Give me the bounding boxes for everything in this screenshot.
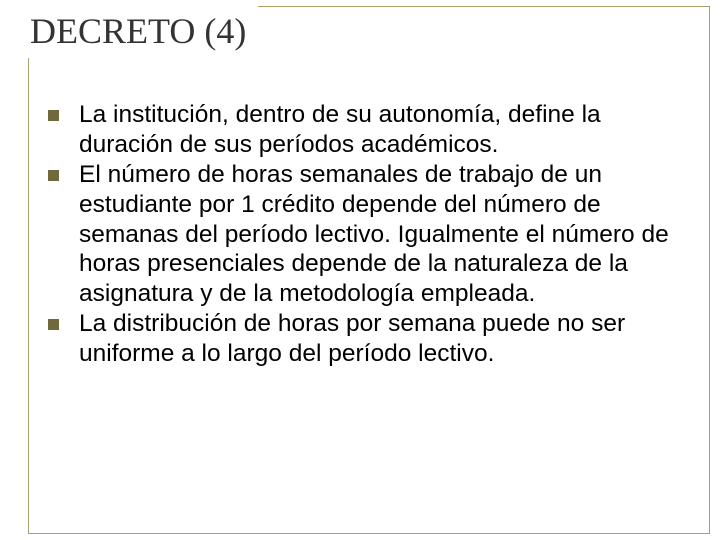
square-bullet-icon — [48, 319, 59, 330]
list-item: La distribución de horas por semana pued… — [48, 309, 690, 369]
title-container: DECRETO (4) — [12, 0, 258, 58]
slide-content: La institución, dentro de su autonomía, … — [48, 100, 690, 369]
bullet-text: El número de horas semanales de trabajo … — [79, 160, 690, 309]
square-bullet-icon — [48, 170, 59, 181]
slide-title: DECRETO (4) — [30, 10, 246, 52]
list-item: La institución, dentro de su autonomía, … — [48, 100, 690, 160]
square-bullet-icon — [48, 110, 59, 121]
bullet-text: La distribución de horas por semana pued… — [79, 309, 690, 369]
bullet-text: La institución, dentro de su autonomía, … — [79, 100, 690, 160]
list-item: El número de horas semanales de trabajo … — [48, 160, 690, 309]
